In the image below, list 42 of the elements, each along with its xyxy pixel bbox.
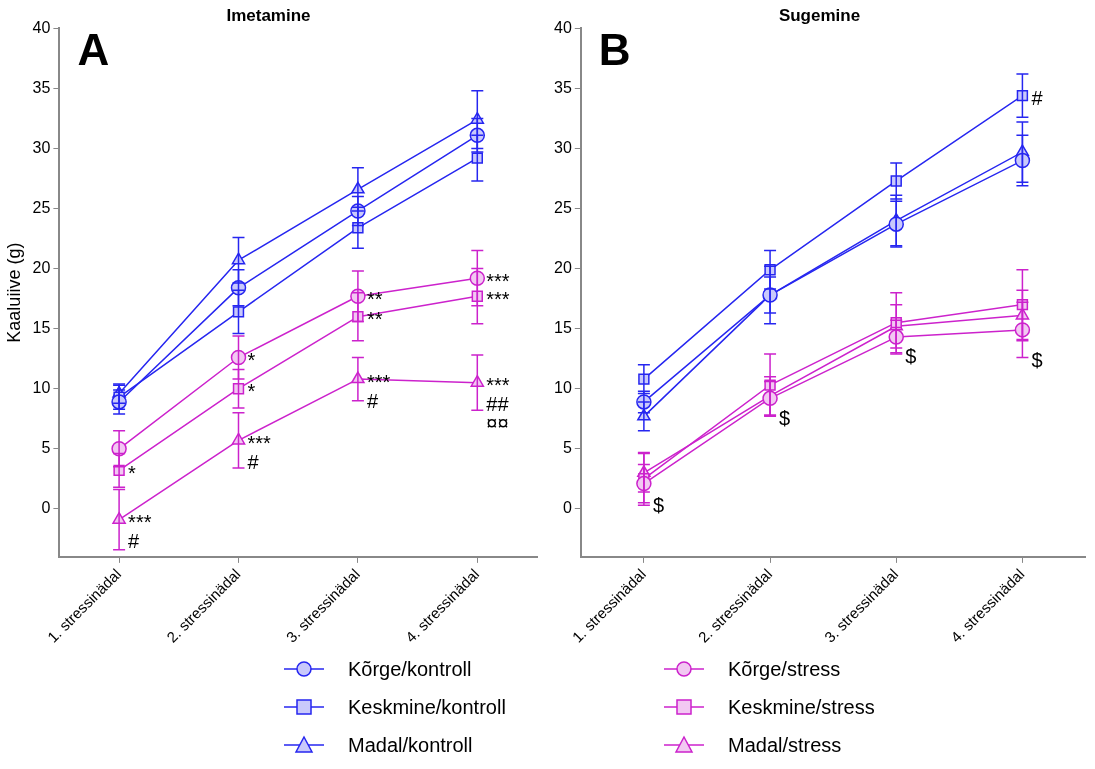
y-tick-label: 25	[32, 198, 51, 216]
legend-label: Madal/kontroll	[348, 733, 473, 757]
annotation: $	[652, 494, 665, 517]
y-tick-label: 15	[32, 319, 51, 337]
y-tick-label: 40	[32, 18, 51, 36]
annotation: *** #	[128, 511, 152, 553]
y-tick-label: 35	[32, 78, 51, 96]
annotation: #	[1031, 87, 1044, 110]
annotation: *	[247, 349, 256, 372]
y-tick-label: 20	[32, 259, 51, 277]
chart-title: Imetamine	[226, 5, 311, 25]
annotation: *** #	[247, 431, 272, 473]
y-tick-label: 25	[554, 198, 572, 216]
legend-label: Kõrge/kontroll	[348, 657, 472, 681]
y-tick-label: 10	[554, 379, 572, 397]
y-tick-label: 15	[554, 319, 572, 337]
y-tick-label: 5	[562, 439, 572, 457]
legend-label: Madal/stress	[728, 733, 842, 757]
annotation: B	[598, 24, 631, 74]
y-tick-label: 5	[41, 439, 51, 457]
annotation: *	[247, 380, 256, 403]
annotation: **	[366, 308, 383, 331]
y-tick-label: 10	[32, 379, 51, 397]
y-tick-label: 40	[554, 18, 572, 36]
y-tick-label: 0	[41, 499, 51, 517]
annotation: $	[1031, 349, 1043, 372]
annotation: A	[77, 24, 110, 74]
chart-title: Sugemine	[778, 5, 861, 25]
y-tick-label: 20	[554, 259, 572, 277]
legend-label: Keskmine/kontroll	[348, 695, 506, 719]
y-tick-label: 30	[32, 138, 51, 156]
legend-label: Kõrge/stress	[728, 657, 841, 681]
annotation: **	[366, 287, 383, 310]
y-tick-label: 0	[562, 499, 572, 517]
y-tick-label: 35	[554, 78, 572, 96]
legend-label: Keskmine/stress	[728, 695, 875, 719]
annotation: *	[128, 461, 137, 484]
y-axis-title: Kaaluiive (g)	[3, 242, 24, 343]
annotation: *** ## ¤¤	[486, 374, 510, 435]
annotation: $	[905, 345, 917, 368]
y-tick-label: 30	[554, 138, 572, 156]
annotation: $	[779, 406, 791, 429]
